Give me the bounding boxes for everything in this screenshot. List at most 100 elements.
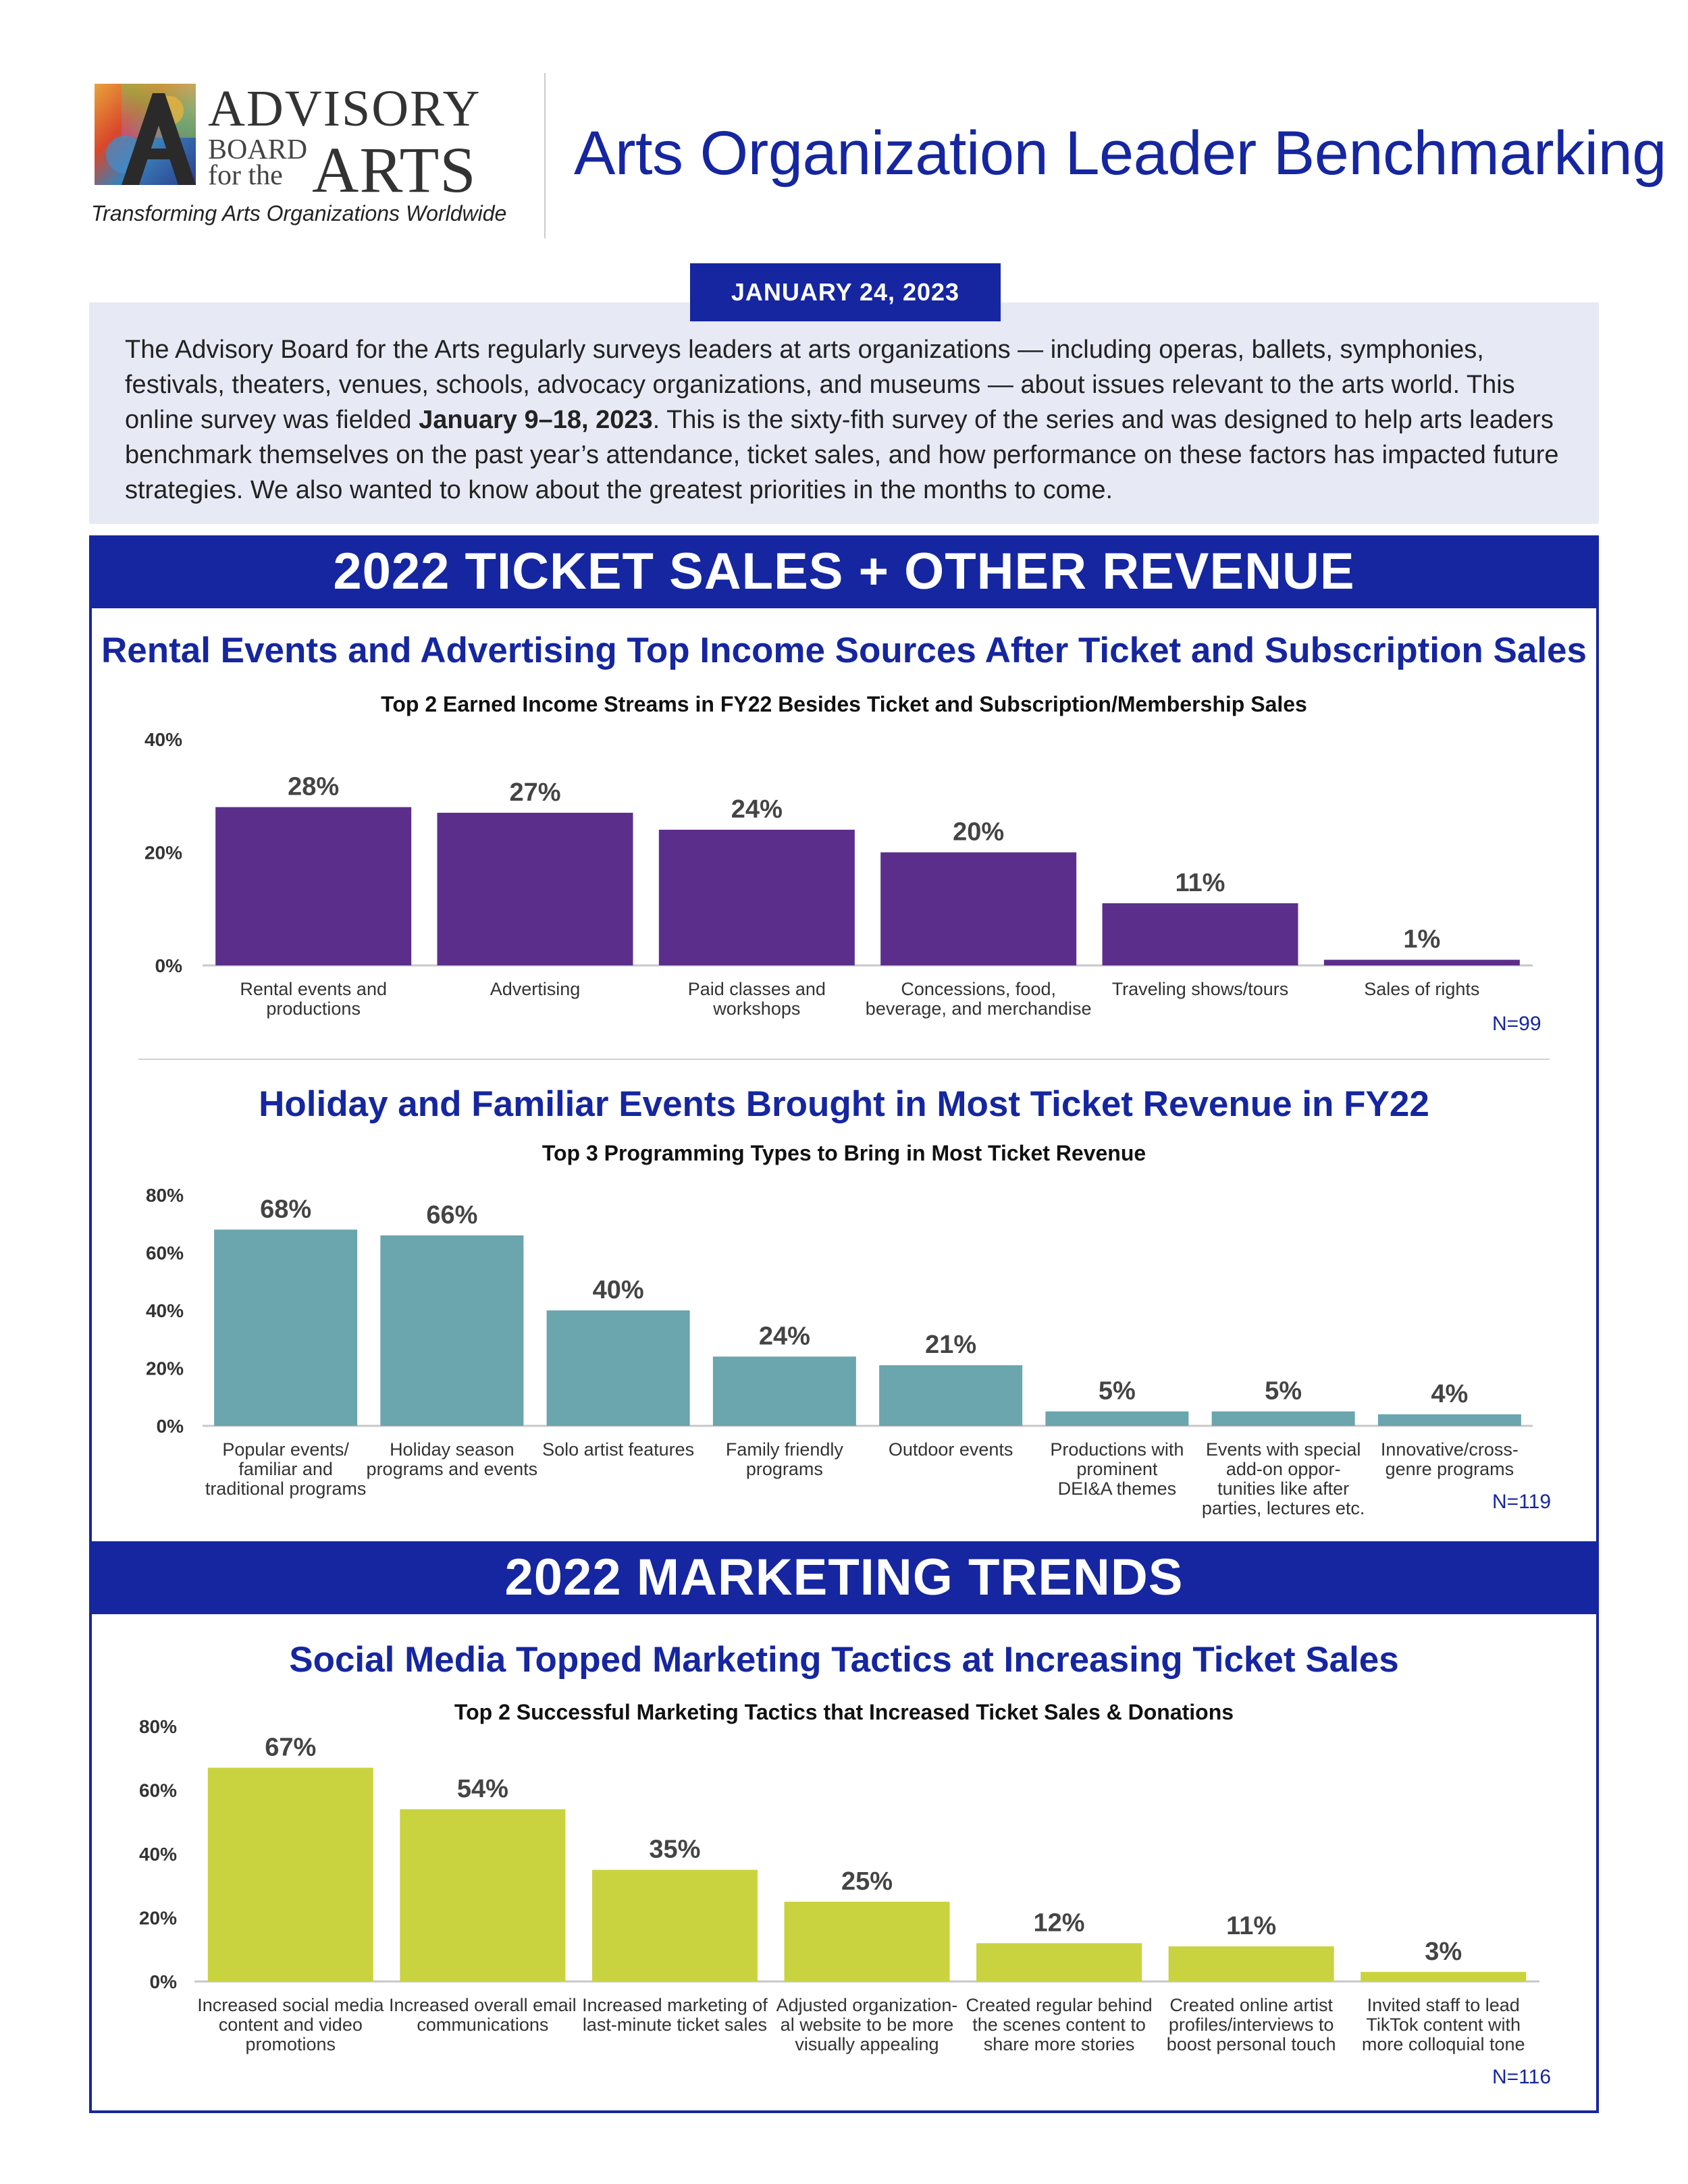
chart3-subtitle: Top 2 Successful Marketing Tactics that … <box>454 1700 1234 1724</box>
date-badge: JANUARY 24, 2023 <box>690 263 1001 321</box>
page-title: Arts Organization Leader Benchmarking <box>574 119 1666 188</box>
category-label: communications <box>417 2015 548 2035</box>
y-tick-label: 0% <box>155 955 183 976</box>
bar-value-label: 1% <box>1403 926 1440 954</box>
bar-value-label: 11% <box>1226 1912 1276 1940</box>
bar-value-label: 67% <box>265 1733 316 1761</box>
bar <box>879 1365 1023 1426</box>
y-tick-label: 20% <box>146 1358 184 1379</box>
category-label: programs and events <box>367 1459 538 1479</box>
intro-text-dates: January 9–18, 2023 <box>419 406 653 434</box>
y-tick-label: 20% <box>144 843 182 863</box>
bar <box>215 807 412 965</box>
category-label: tunities like after <box>1217 1479 1349 1499</box>
category-label: al website to be more <box>781 2015 954 2035</box>
bar <box>784 1901 950 1981</box>
chart1-subtitle: Top 2 Earned Income Streams in FY22 Besi… <box>381 692 1307 716</box>
category-label: prominent <box>1076 1459 1158 1479</box>
category-label: Created online artist <box>1169 1995 1333 2015</box>
category-label: Increased overall email <box>389 1995 577 2015</box>
bar-value-label: 20% <box>953 818 1004 847</box>
category-label: Created regular behind <box>966 1995 1152 2015</box>
intro-text-part2: . This is the sixty-fith survey of the s… <box>125 406 1559 504</box>
header-divider <box>544 73 546 238</box>
y-tick-label: 20% <box>139 1908 177 1929</box>
bar <box>400 1809 566 1981</box>
bar-value-label: 3% <box>1425 1938 1462 1966</box>
bar-value-label: 24% <box>759 1322 810 1350</box>
category-label: productions <box>266 998 361 1019</box>
bar <box>437 812 633 965</box>
bar-value-label: 24% <box>731 795 783 824</box>
y-tick-label: 0% <box>150 1971 178 1992</box>
category-label: workshops <box>712 998 800 1019</box>
y-tick-label: 0% <box>157 1416 184 1437</box>
bar <box>214 1229 358 1426</box>
category-label: Holiday season <box>390 1439 515 1460</box>
chart2-subtitle: Top 3 Programming Types to Bring in Most… <box>542 1141 1146 1165</box>
bar-value-label: 27% <box>509 778 560 807</box>
category-label: profiles/interviews to <box>1169 2015 1334 2035</box>
y-tick-label: 60% <box>146 1243 184 1264</box>
bar <box>1211 1411 1355 1426</box>
category-label: Family friendly <box>726 1439 844 1460</box>
bar <box>658 830 855 965</box>
category-label: Sales of rights <box>1364 979 1479 999</box>
logo-advisory: ADVISORY <box>208 80 481 137</box>
marketing-banner: 2022 MARKETING TRENDS <box>89 1541 1599 1614</box>
chart2-title: Holiday and Familiar Events Brought in M… <box>259 1084 1429 1124</box>
bar-value-label: 28% <box>288 773 339 801</box>
chart2-n-label: N=119 <box>1492 1491 1552 1513</box>
category-label: promotions <box>245 2034 336 2054</box>
ticket-sales-banner: 2022 TICKET SALES + OTHER REVENUE <box>89 535 1599 608</box>
category-label: Traveling shows/tours <box>1112 979 1289 999</box>
logo[interactable]: ADVISORY BOARD for the ARTS <box>95 80 500 206</box>
chart3: 0%20%40%60%80%67%Increased social mediac… <box>139 1716 1539 2054</box>
bar-value-label: 5% <box>1265 1377 1302 1406</box>
category-label: Invited staff to lead <box>1367 1995 1520 2015</box>
y-tick-label: 40% <box>139 1844 177 1865</box>
category-label: Solo artist features <box>542 1439 694 1460</box>
logo-art-icon <box>95 84 196 185</box>
bar-value-label: 25% <box>841 1867 893 1896</box>
category-label: familiar and <box>238 1459 333 1479</box>
category-label: more colloquial tone <box>1362 2034 1525 2054</box>
category-label: Rental events and <box>240 979 387 999</box>
y-tick-label: 40% <box>146 1300 184 1321</box>
chart-divider <box>138 1059 1550 1060</box>
intro-box <box>89 302 1599 524</box>
bar-value-label: 40% <box>593 1276 644 1304</box>
bar-value-label: 66% <box>426 1201 477 1229</box>
category-label: add-on oppor- <box>1226 1459 1341 1479</box>
y-tick-label: 80% <box>139 1716 177 1737</box>
category-label: content and video <box>219 2015 363 2035</box>
bar-value-label: 35% <box>649 1836 700 1864</box>
y-tick-label: 60% <box>139 1780 177 1801</box>
category-label: Events with special <box>1206 1439 1361 1460</box>
chart1-title: Rental Events and Advertising Top Income… <box>101 631 1587 670</box>
bar-value-label: 68% <box>260 1195 311 1223</box>
bar <box>976 1943 1142 1981</box>
chart3-n-label: N=116 <box>1492 2066 1552 2088</box>
category-label: Advertising <box>490 979 581 999</box>
bar-value-label: 54% <box>457 1775 508 1803</box>
category-label: the scenes content to <box>972 2015 1146 2035</box>
category-label: programs <box>746 1459 823 1479</box>
category-label: DEI&A themes <box>1058 1479 1177 1499</box>
category-label: Paid classes and <box>688 979 826 999</box>
category-label: visually appealing <box>795 2034 939 2054</box>
intro-text: The Advisory Board for the Arts regularl… <box>125 332 1577 508</box>
logo-board: BOARD <box>208 134 308 165</box>
y-tick-label: 40% <box>144 729 182 750</box>
tagline: Transforming Arts Organizations Worldwid… <box>91 201 507 225</box>
logo-arts: ARTS <box>312 134 477 206</box>
category-label: parties, lectures etc. <box>1202 1498 1365 1518</box>
bar-value-label: 5% <box>1099 1377 1136 1406</box>
bar <box>1377 1414 1521 1426</box>
bar <box>1168 1946 1334 1981</box>
chart1-n-label: N=99 <box>1492 1013 1541 1035</box>
y-tick-label: 80% <box>146 1185 184 1206</box>
category-label: Increased social media <box>197 1995 384 2015</box>
category-label: Adjusted organization- <box>776 1995 958 2015</box>
